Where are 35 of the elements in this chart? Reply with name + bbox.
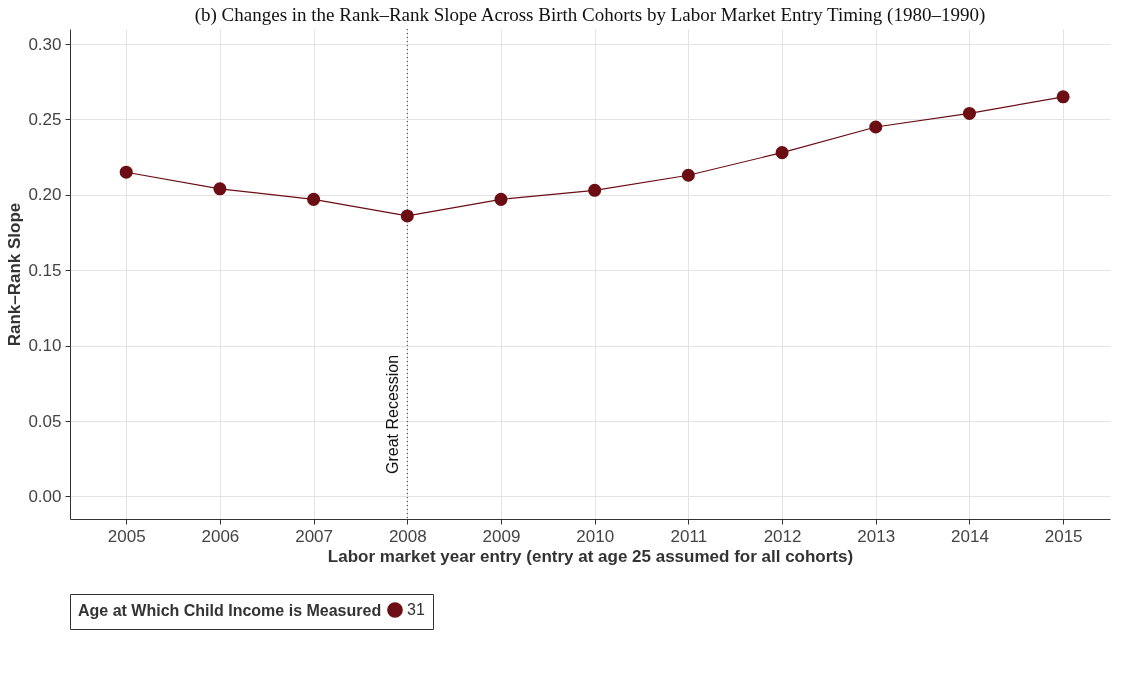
x-tick-label: 2007 (295, 526, 334, 546)
point (775, 146, 789, 160)
x-tick-label: 2006 (201, 526, 240, 546)
x-tick-label: 2005 (107, 526, 146, 546)
x-tick-label: 2010 (576, 526, 615, 546)
y-tick-label: 0.00 (28, 486, 62, 506)
x-tick-label: 2014 (951, 526, 989, 546)
y-tick-label: 0.30 (28, 34, 62, 54)
point (681, 168, 695, 182)
point (213, 182, 227, 196)
chart-title: (b) Changes in the Rank–Rank Slope Across Birth Cohorts by Labor Market Entry Timing (1980–1990) (194, 3, 986, 26)
point (119, 165, 133, 179)
x-tick-label: 2013 (857, 526, 896, 546)
legend-label: 31 (407, 601, 425, 618)
point (962, 106, 976, 120)
y-tick-label: 0.10 (28, 336, 62, 356)
point (588, 183, 602, 197)
point (400, 209, 414, 223)
y-axis-title: Rank–Rank Slope (5, 202, 25, 347)
point (494, 192, 508, 206)
y-tick-label: 0.25 (28, 109, 62, 129)
point (869, 120, 883, 134)
legend-title: Age at Which Child Income is Measured (78, 602, 382, 619)
point (307, 192, 321, 206)
y-tick-label: 0.15 (28, 260, 62, 280)
x-tick-label: 2015 (1044, 526, 1083, 546)
x-tick-label: 2011 (670, 526, 708, 546)
y-tick-label: 0.05 (28, 411, 62, 431)
x-tick-label: 2012 (763, 526, 802, 546)
y-tick-label: 0.20 (28, 185, 62, 205)
point (1056, 90, 1070, 104)
x-tick-label: 2009 (482, 526, 521, 546)
ref-line-label: Great Recession (384, 354, 402, 474)
x-axis-title: Labor market year entry (entry at age 25 assumed for all cohorts) (327, 546, 854, 566)
x-tick-label: 2008 (388, 526, 427, 546)
